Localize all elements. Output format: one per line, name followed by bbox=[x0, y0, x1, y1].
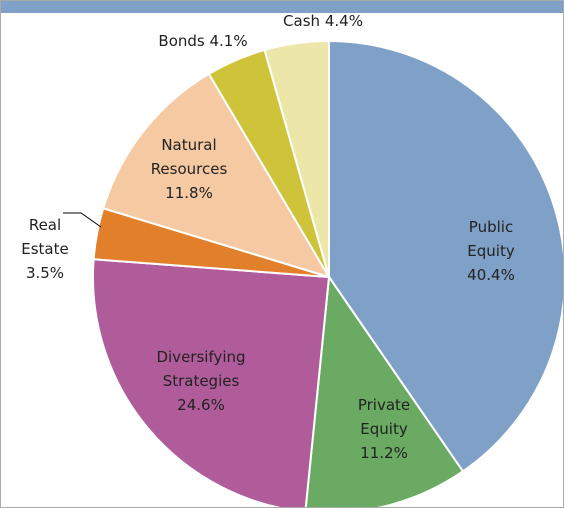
value-label: 11.8% bbox=[165, 184, 213, 202]
value-label: 40.4% bbox=[467, 266, 515, 284]
leader-line bbox=[63, 212, 102, 228]
top-band bbox=[1, 1, 563, 13]
value-label: 4.1% bbox=[209, 32, 248, 50]
slice-label: Bonds 4.1% bbox=[158, 29, 247, 53]
pie-slice bbox=[263, 39, 330, 278]
category-label: Public Equity bbox=[467, 218, 515, 260]
category-label: Cash bbox=[283, 12, 321, 30]
category-label: Real Estate bbox=[21, 216, 69, 258]
slice-label: Real Estate 3.5% bbox=[15, 213, 75, 285]
pie-slice bbox=[101, 72, 332, 279]
category-label: Natural Resources bbox=[150, 136, 228, 178]
value-label: 4.4% bbox=[324, 12, 363, 30]
pie-slice bbox=[328, 39, 563, 473]
pie-slice bbox=[304, 274, 465, 507]
slice-label: Cash 4.4% bbox=[283, 9, 363, 33]
slice-label: Diversifying Strategies 24.6% bbox=[146, 345, 256, 417]
category-label: Private Equity bbox=[357, 396, 411, 438]
slice-label: Public Equity 40.4% bbox=[456, 215, 526, 287]
slice-label: Private Equity 11.2% bbox=[349, 393, 419, 465]
value-label: 11.2% bbox=[360, 444, 408, 462]
pie-slice bbox=[92, 258, 331, 507]
slice-label: Natural Resources 11.8% bbox=[144, 133, 234, 205]
category-label: Bonds bbox=[158, 32, 205, 50]
value-label: 24.6% bbox=[177, 396, 225, 414]
category-label: Diversifying Strategies bbox=[156, 348, 246, 390]
value-label: 3.5% bbox=[25, 264, 65, 282]
